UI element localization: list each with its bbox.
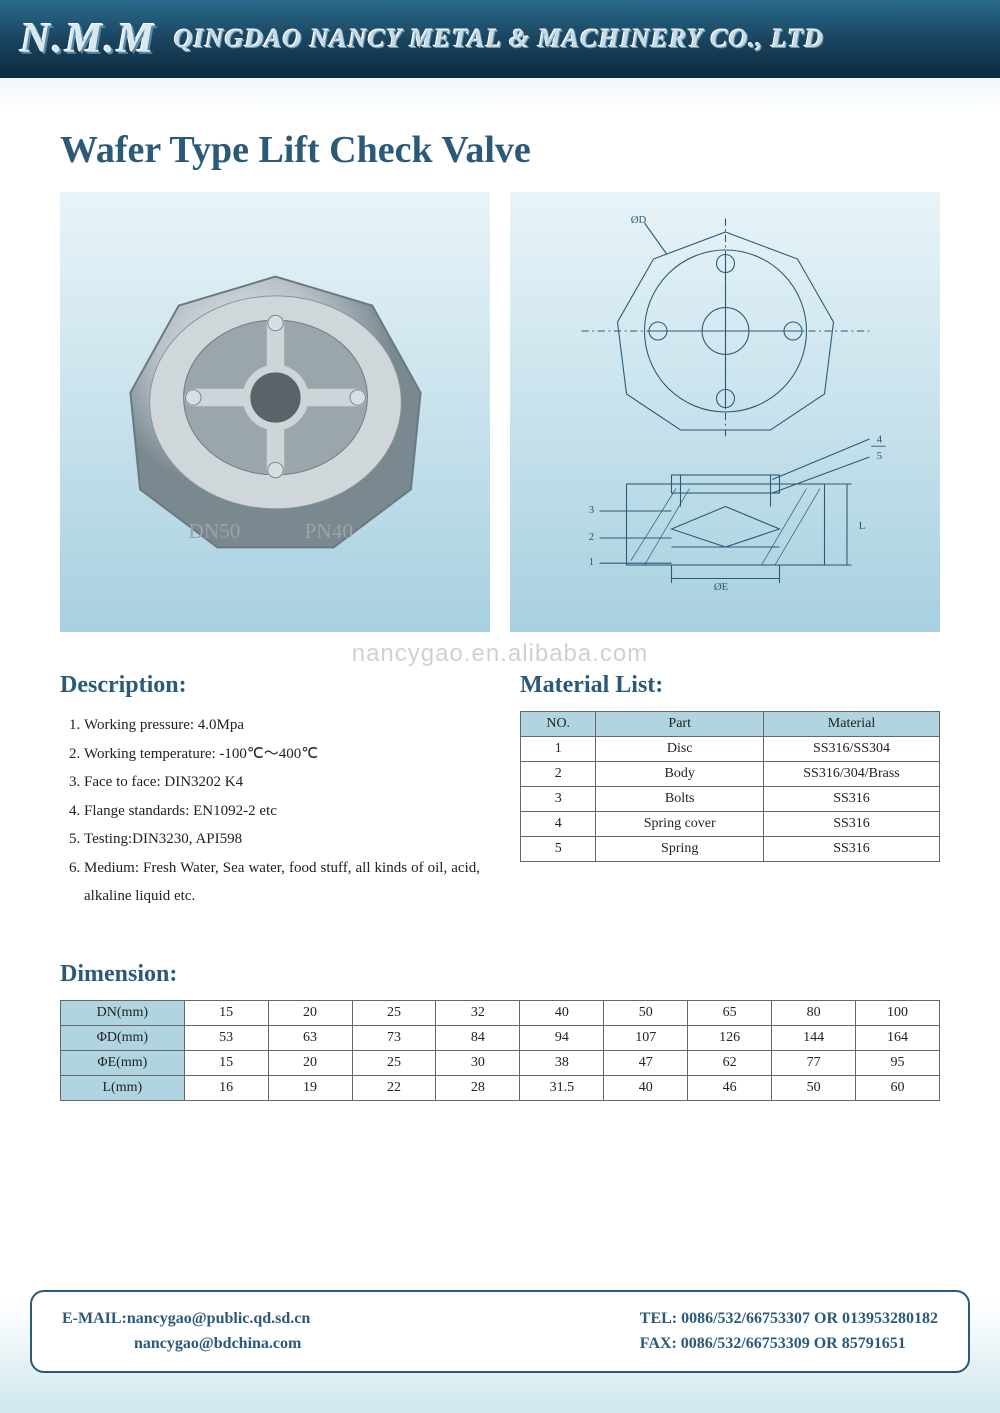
fax-label: FAX: [640,1335,677,1352]
page-title: Wafer Type Lift Check Valve [60,128,940,172]
tel-value: 0086/532/66753307 OR 013953280182 [681,1310,938,1327]
material-table: NO. Part Material 1DiscSS316/SS304 2Body… [520,711,940,862]
marking-dn: DN50 [188,519,240,543]
table-row: 2BodySS316/304/Brass [521,762,940,787]
table-row: 4Spring coverSS316 [521,812,940,837]
description-list: Working pressure: 4.0Mpa Working tempera… [60,711,480,911]
dim-oe: ØE [713,581,728,593]
dim-od: ØD [630,214,646,226]
mat-col-material: Material [764,712,940,737]
material-section: Material List: NO. Part Material 1DiscSS… [520,672,940,911]
callout-3: 3 [588,504,593,516]
footer-email-col: E-MAIL:nancygao@public.qd.sd.cn nancygao… [62,1306,310,1357]
description-heading: Description: [60,672,480,699]
desc-item: Flange standards: EN1092-2 etc [84,797,480,826]
material-heading: Material List: [520,672,940,699]
technical-drawing: ØD [532,214,919,610]
table-row: 3BoltsSS316 [521,787,940,812]
table-row: DN(mm)1520253240506580100 [61,1000,940,1025]
table-row: 1DiscSS316/SS304 [521,737,940,762]
mat-col-part: Part [596,712,764,737]
desc-item: Working pressure: 4.0Mpa [84,711,480,740]
desc-item: Testing:DIN3230, API598 [84,825,480,854]
footer-phone-col: TEL: 0086/532/66753307 OR 013953280182 F… [640,1306,938,1357]
email-1: nancygao@public.qd.sd.cn [127,1310,310,1327]
marking-pn: PN40 [304,519,352,543]
table-row: ΦD(mm)5363738494107126144164 [61,1025,940,1050]
footer-box: E-MAIL:nancygao@public.qd.sd.cn nancygao… [30,1290,970,1373]
tel-label: TEL: [640,1310,677,1327]
table-row: 5SpringSS316 [521,837,940,862]
desc-item: Working temperature: -100℃～400℃ [84,740,480,769]
table-row: NO. Part Material [521,712,940,737]
email-label: E-MAIL: [62,1310,127,1327]
table-row: ΦE(mm)152025303847627795 [61,1050,940,1075]
desc-item: Medium: Fresh Water, Sea water, food stu… [84,854,480,911]
dimension-section: Dimension: DN(mm)1520253240506580100 ΦD(… [60,961,940,1101]
desc-material-row: Description: Working pressure: 4.0Mpa Wo… [60,672,940,911]
brand-short: N.M.M [20,15,156,63]
mat-col-no: NO. [521,712,596,737]
figures-row: DN50 PN40 [60,192,940,632]
callout-5: 5 [876,450,881,462]
brand-long: QINGDAO NANCY METAL & MACHINERY CO., LTD [174,24,824,54]
email-2: nancygao@bdchina.com [134,1335,301,1352]
dim-l: L [858,520,865,532]
desc-item: Face to face: DIN3202 K4 [84,768,480,797]
dimension-heading: Dimension: [60,961,940,988]
technical-drawing-panel: ØD [510,192,940,632]
dimension-table: DN(mm)1520253240506580100 ΦD(mm)53637384… [60,1000,940,1101]
product-photo-placeholder: DN50 PN40 [82,214,469,610]
header-bar: N.M.M QINGDAO NANCY METAL & MACHINERY CO… [0,0,1000,78]
callout-2: 2 [588,531,593,543]
description-section: Description: Working pressure: 4.0Mpa Wo… [60,672,480,911]
callout-4: 4 [876,434,882,446]
fax-value: 0086/532/66753309 OR 85791651 [681,1335,906,1352]
callout-1: 1 [588,556,593,568]
content: Wafer Type Lift Check Valve [0,78,1000,1101]
table-row: L(mm)1619222831.540465060 [61,1075,940,1100]
product-photo-panel: DN50 PN40 [60,192,490,632]
